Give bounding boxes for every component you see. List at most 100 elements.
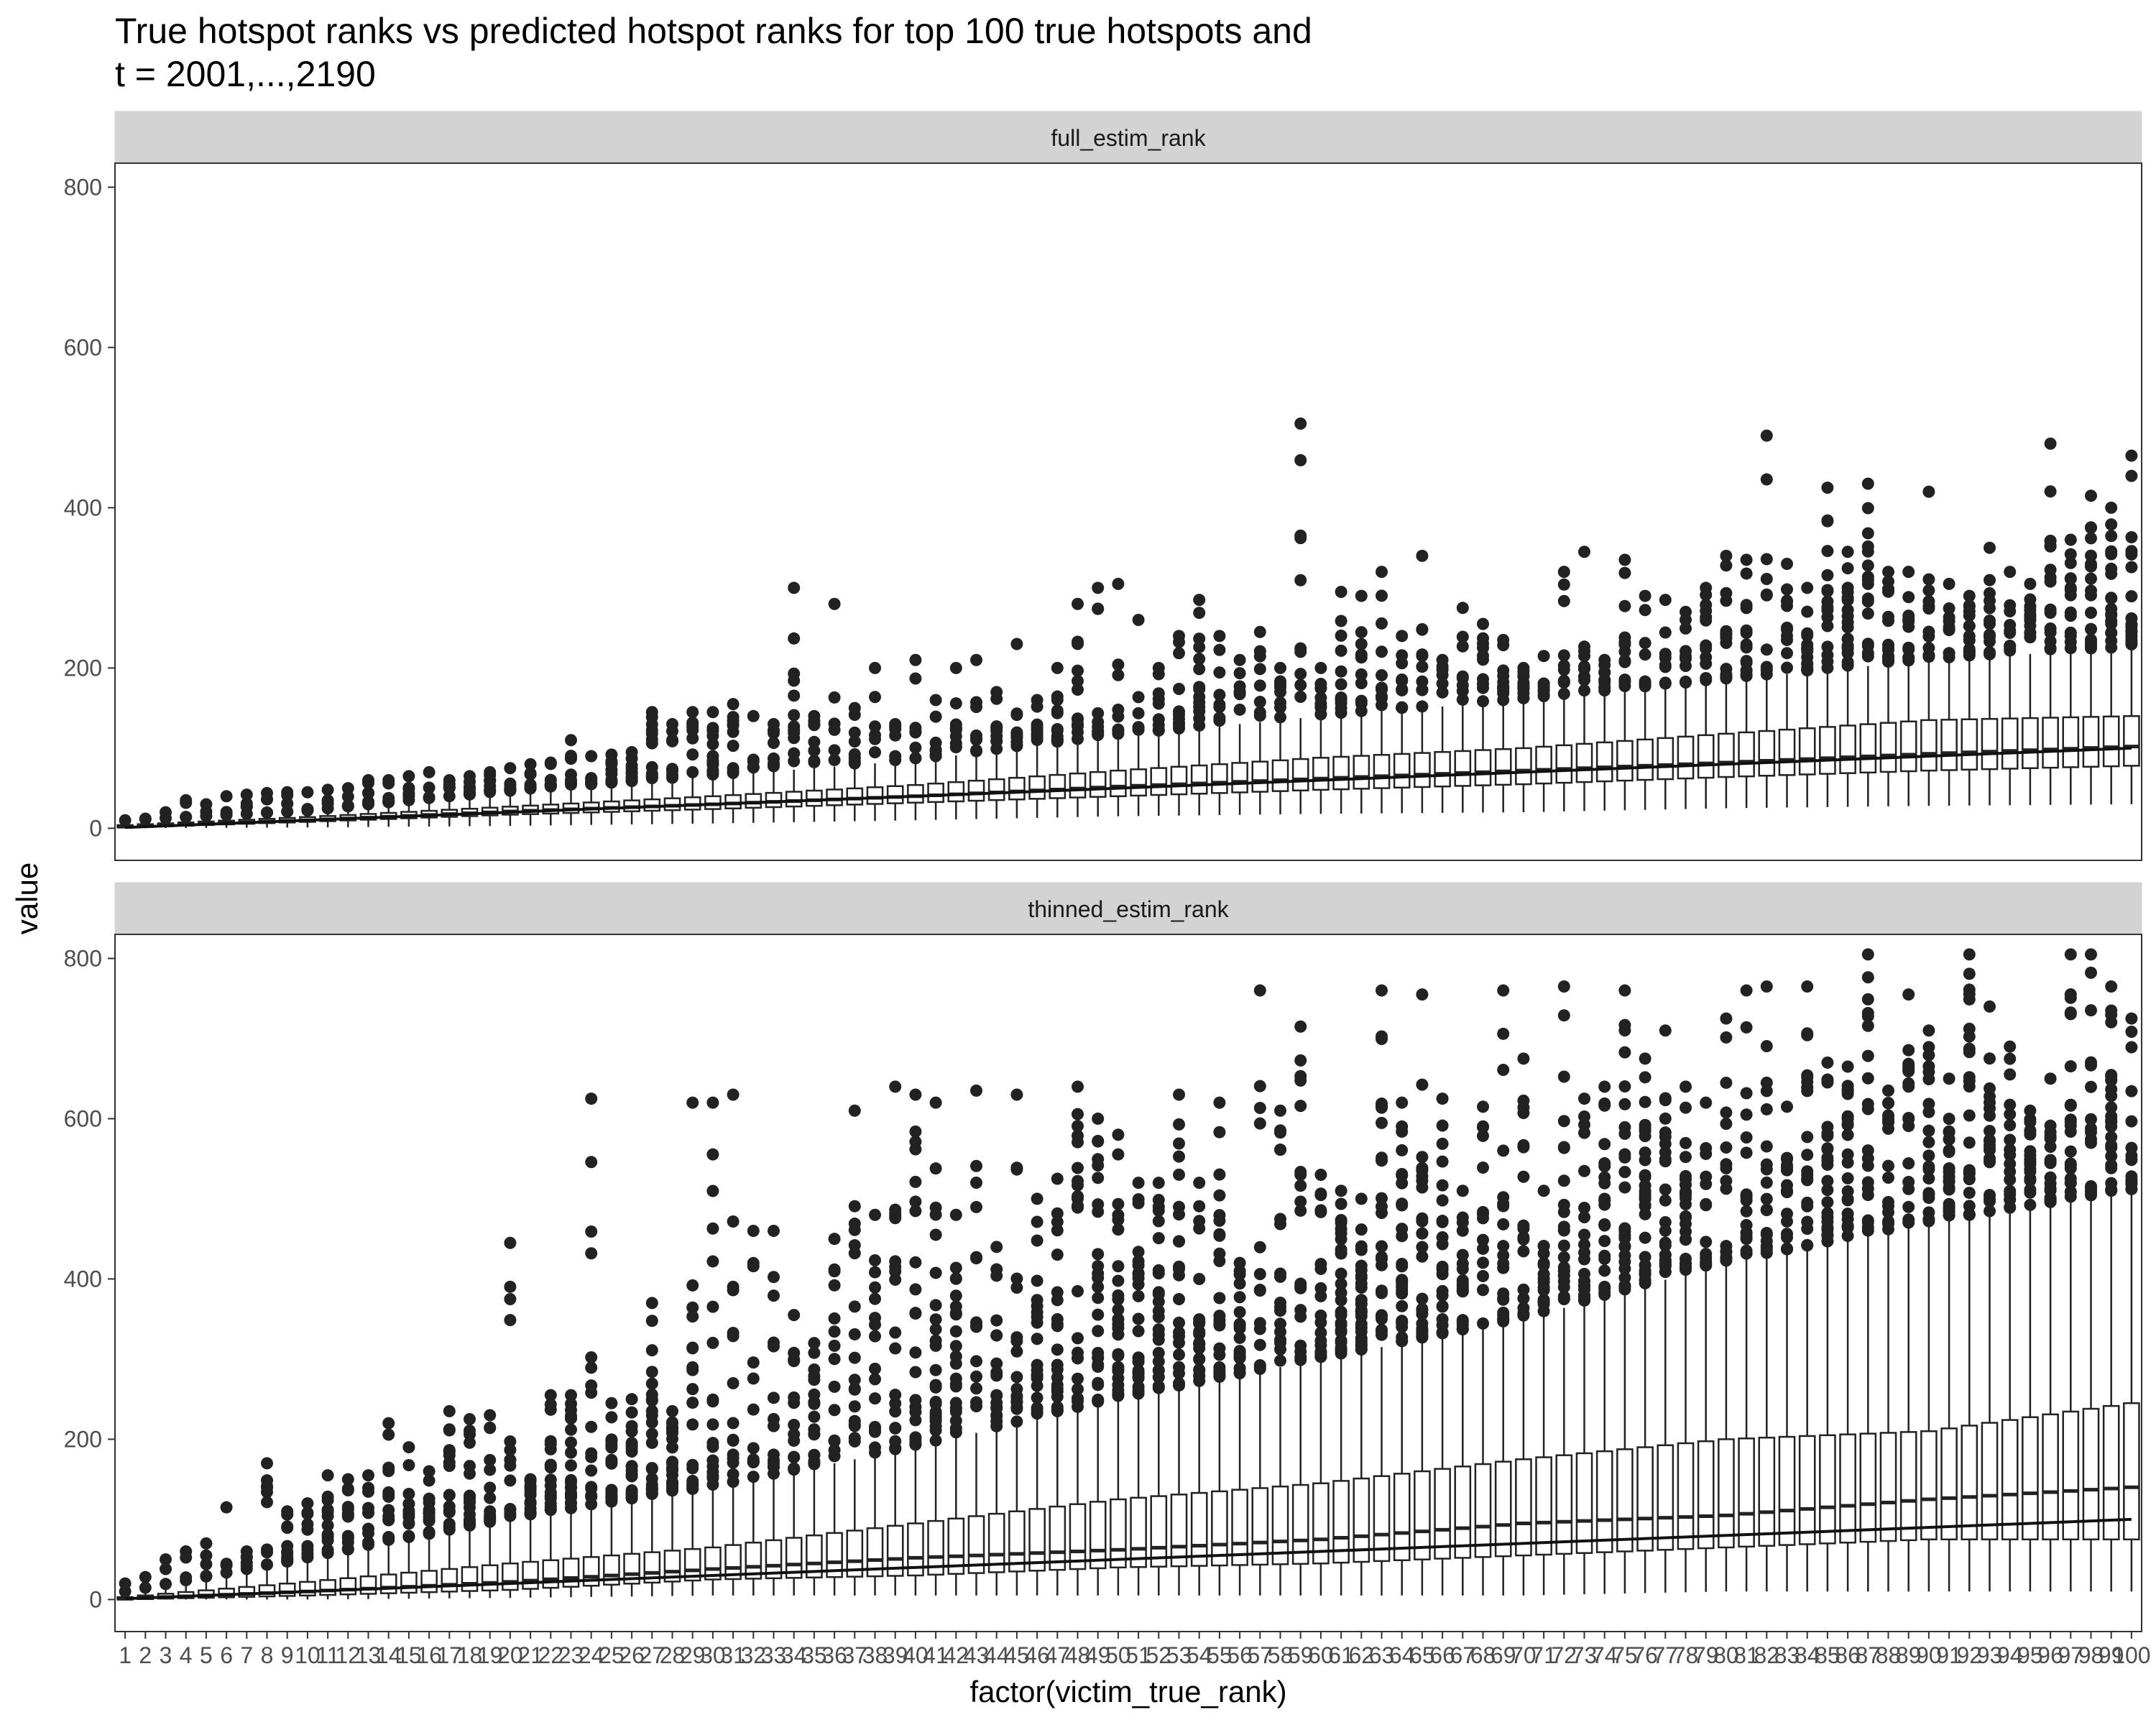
outlier-point bbox=[2004, 619, 2017, 632]
outlier-point bbox=[1092, 1159, 1105, 1172]
outlier-point bbox=[1680, 613, 1692, 626]
outlier-point bbox=[1092, 1267, 1105, 1280]
box-iqr bbox=[1515, 747, 1532, 786]
x-tick-label: 83 bbox=[1774, 1642, 1800, 1668]
box-iqr bbox=[846, 787, 864, 806]
outlier-point bbox=[625, 1460, 638, 1473]
outlier-point bbox=[949, 661, 962, 674]
outlier-point bbox=[2105, 1016, 2118, 1029]
outlier-point bbox=[504, 1474, 517, 1487]
outlier-point bbox=[970, 1382, 982, 1395]
outlier-point bbox=[1659, 1153, 1672, 1166]
outlier-point bbox=[1112, 1371, 1125, 1384]
outlier-point bbox=[1152, 1305, 1165, 1317]
outlier-point bbox=[1132, 1193, 1145, 1206]
box-iqr bbox=[1373, 754, 1391, 789]
box-iqr bbox=[1819, 726, 1836, 775]
outlier-point bbox=[1497, 1191, 1510, 1204]
outlier-point bbox=[1152, 1204, 1165, 1217]
outlier-point bbox=[1376, 1323, 1388, 1336]
outlier-point bbox=[1943, 1209, 1955, 1222]
x-tick-label: 33 bbox=[761, 1642, 787, 1668]
outlier-point bbox=[220, 790, 233, 803]
outlier-point bbox=[1051, 1294, 1064, 1307]
outlier-point bbox=[1984, 602, 1996, 615]
outlier-point bbox=[1335, 1233, 1348, 1246]
outlier-point bbox=[1436, 1327, 1449, 1340]
x-tick-label: 23 bbox=[558, 1642, 584, 1668]
outlier-point bbox=[200, 1570, 213, 1583]
outlier-point bbox=[1376, 1154, 1388, 1167]
outlier-point bbox=[1598, 1080, 1611, 1093]
outlier-point bbox=[585, 1498, 598, 1511]
outlier-point bbox=[990, 1402, 1003, 1415]
outlier-point bbox=[1031, 1369, 1044, 1382]
outlier-point bbox=[727, 1376, 740, 1389]
outlier-point bbox=[1477, 1233, 1489, 1246]
outlier-point bbox=[1132, 1325, 1145, 1338]
outlier-point bbox=[1416, 549, 1429, 562]
outlier-point bbox=[1517, 1292, 1530, 1305]
outlier-point bbox=[1821, 1215, 1834, 1228]
outlier-point bbox=[281, 1522, 294, 1535]
outlier-point bbox=[382, 1514, 395, 1527]
outlier-point bbox=[464, 1413, 476, 1426]
box-iqr bbox=[724, 1544, 742, 1581]
outlier-point bbox=[402, 1458, 415, 1471]
outlier-point bbox=[1922, 1213, 1935, 1225]
outlier-point bbox=[666, 1404, 678, 1417]
outlier-point bbox=[1943, 1072, 1955, 1085]
outlier-point bbox=[747, 753, 760, 766]
outlier-point bbox=[1193, 632, 1206, 645]
outlier-point bbox=[1740, 1021, 1753, 1034]
outlier-point bbox=[1072, 1080, 1084, 1093]
box-iqr bbox=[1049, 773, 1067, 799]
box-iqr bbox=[339, 1577, 357, 1596]
outlier-point bbox=[160, 1578, 172, 1591]
outlier-point bbox=[1882, 655, 1894, 668]
outlier-point bbox=[1557, 594, 1570, 607]
x-tick-label: 34 bbox=[781, 1642, 807, 1668]
outlier-point bbox=[1700, 657, 1713, 670]
outlier-point bbox=[504, 1453, 517, 1466]
outlier-point bbox=[1841, 1185, 1854, 1198]
box-iqr bbox=[886, 1524, 904, 1577]
outlier-point bbox=[1861, 1006, 1874, 1019]
outlier-point bbox=[1943, 611, 1955, 624]
outlier-point bbox=[727, 765, 740, 778]
outlier-point bbox=[1132, 1312, 1145, 1325]
outlier-point bbox=[1436, 1260, 1449, 1273]
outlier-point bbox=[768, 1392, 780, 1404]
outlier-point bbox=[1497, 1144, 1510, 1157]
box-iqr bbox=[1454, 1466, 1472, 1559]
outlier-point bbox=[727, 1326, 740, 1339]
outlier-point bbox=[788, 689, 801, 702]
outlier-point bbox=[160, 1563, 172, 1576]
outlier-point bbox=[1781, 661, 1793, 674]
outlier-point bbox=[990, 1241, 1003, 1254]
outlier-point bbox=[1902, 1216, 1915, 1229]
outlier-point bbox=[1557, 1205, 1570, 1218]
outlier-point bbox=[1213, 666, 1226, 679]
box-iqr bbox=[379, 1573, 397, 1594]
outlier-point bbox=[2125, 1115, 2138, 1128]
outlier-point bbox=[1598, 1264, 1611, 1277]
outlier-point bbox=[1861, 1098, 1874, 1110]
outlier-point bbox=[848, 1104, 861, 1117]
outlier-point bbox=[2085, 1004, 2097, 1017]
outlier-point bbox=[808, 1456, 821, 1469]
box-iqr bbox=[1049, 1505, 1067, 1571]
outlier-point bbox=[1578, 1210, 1590, 1223]
outlier-point bbox=[1355, 1192, 1368, 1205]
outlier-point bbox=[1072, 1383, 1084, 1396]
outlier-point bbox=[423, 765, 436, 778]
outlier-point bbox=[281, 1508, 294, 1521]
box-iqr bbox=[1393, 753, 1411, 789]
outlier-point bbox=[1740, 1131, 1753, 1144]
outlier-point bbox=[2105, 1090, 2118, 1103]
outlier-point bbox=[848, 1432, 861, 1445]
outlier-point bbox=[524, 758, 537, 770]
outlier-point bbox=[1031, 1333, 1044, 1346]
outlier-point bbox=[1253, 663, 1266, 676]
box-iqr bbox=[1758, 1436, 1776, 1547]
